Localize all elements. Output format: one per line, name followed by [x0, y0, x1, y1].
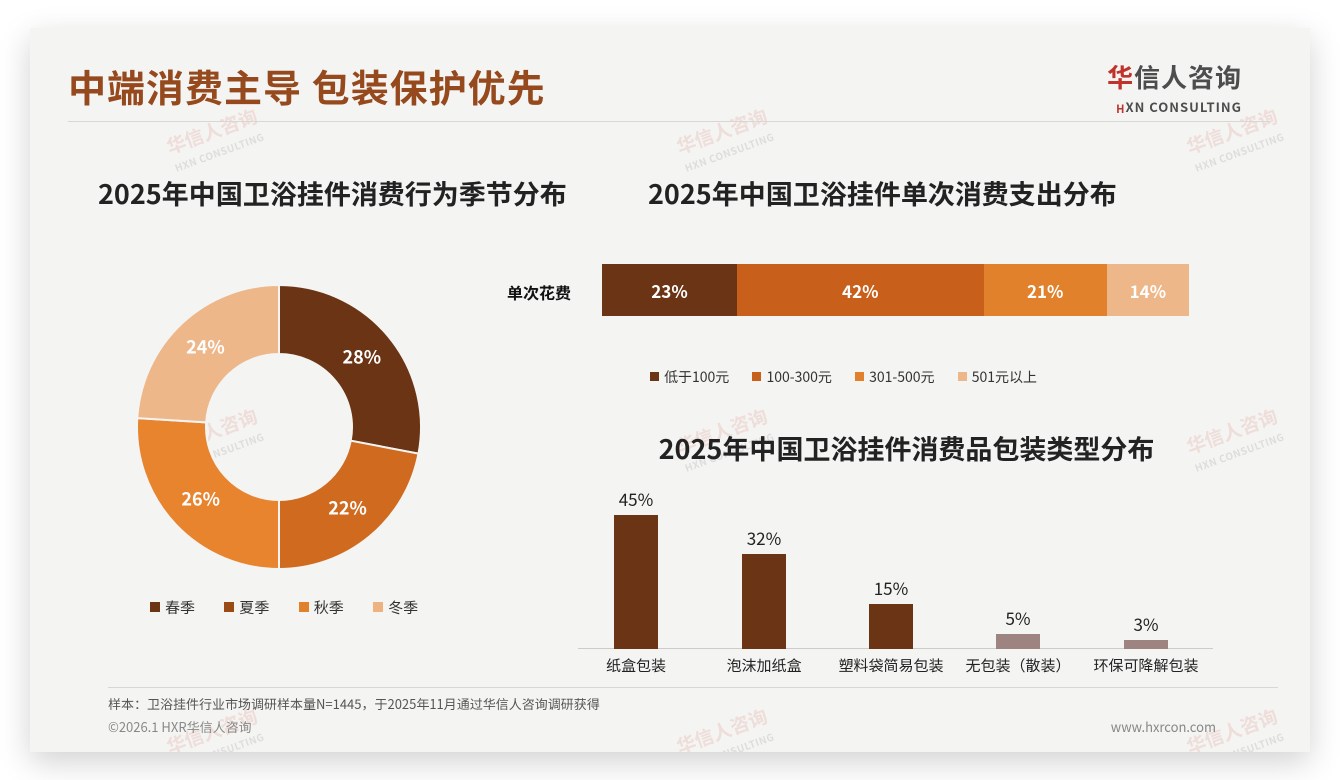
svg-text:28%: 28%	[343, 343, 382, 369]
svg-text:26%: 26%	[181, 485, 220, 511]
svg-text:24%: 24%	[186, 334, 225, 360]
svg-text:22%: 22%	[328, 495, 367, 521]
